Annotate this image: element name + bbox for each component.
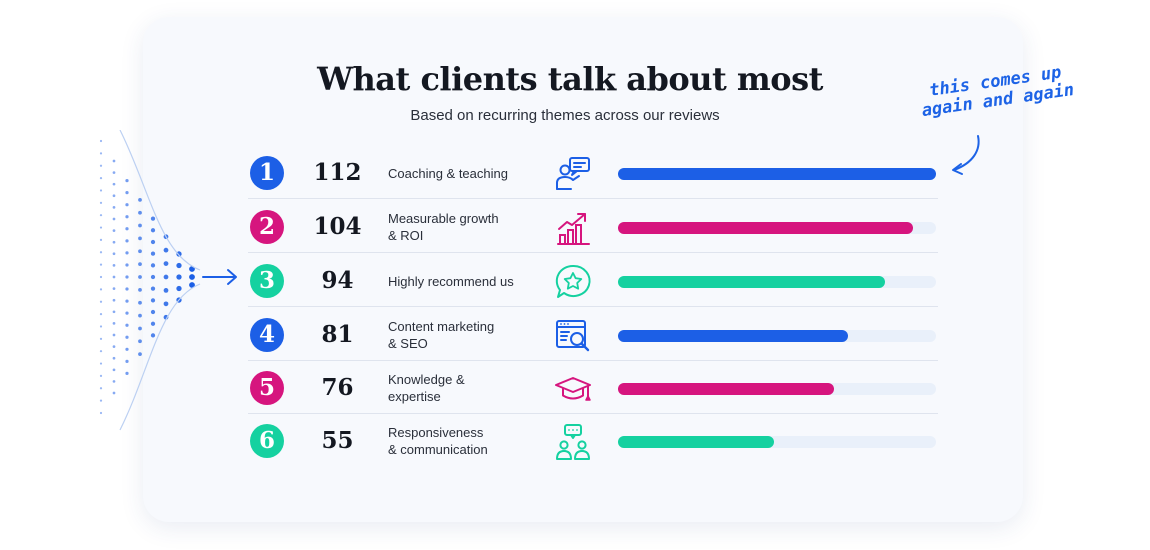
bar-row: 3 94 Highly recommend us (248, 254, 938, 308)
bar-row: 6 55 Responsiveness & communication (248, 414, 938, 466)
data-label: 55 (321, 427, 354, 454)
bar-track (618, 168, 936, 180)
funnel-dots-decoration (99, 130, 237, 431)
rank-badge: 1 (250, 156, 284, 190)
bar-row: 4 81 Content marketing & SEO (248, 308, 938, 362)
bar-track (618, 436, 936, 448)
bar-row: 5 76 Knowledge & expertise (248, 361, 938, 415)
seo-search-icon (554, 317, 592, 355)
star-chat-icon (554, 263, 592, 301)
category-label-text: Content marketing & SEO (388, 319, 495, 351)
row-divider (248, 413, 938, 414)
bar (618, 276, 885, 288)
row-divider (248, 306, 938, 307)
bar (618, 436, 775, 448)
growth-chart-icon (554, 209, 592, 247)
coaching-icon (554, 155, 592, 193)
bar (618, 222, 914, 234)
category-label: Responsiveness & communication (388, 414, 528, 468)
category-label: Coaching & teaching (388, 146, 528, 200)
category-label-text: Responsiveness & communication (388, 425, 488, 457)
category-label: Content marketing & SEO (388, 308, 528, 362)
bar-track (618, 276, 936, 288)
category-label: Measurable growth & ROI (388, 200, 528, 254)
rank-badge: 6 (250, 424, 284, 458)
data-label: 76 (321, 374, 354, 401)
annotation-arrow-icon (952, 135, 980, 175)
bar-track (618, 330, 936, 342)
chart-title: What clients talk about most (317, 60, 823, 98)
row-divider (248, 252, 938, 253)
category-label: Knowledge & expertise (388, 361, 528, 415)
data-label: 94 (321, 267, 354, 294)
category-label-text: Coaching & teaching (388, 165, 508, 181)
bar (618, 383, 834, 395)
bar (618, 330, 848, 342)
bar-track (618, 383, 936, 395)
rank-badge: 3 (250, 264, 284, 298)
chart-subtitle: Based on recurring themes across our rev… (410, 107, 720, 124)
data-label: 112 (313, 159, 362, 186)
row-divider (248, 198, 938, 199)
rank-badge: 4 (250, 318, 284, 352)
rank-badge: 5 (250, 371, 284, 405)
data-label: 81 (321, 321, 354, 348)
category-label-text: Knowledge & expertise (388, 372, 465, 404)
rank-badge: 2 (250, 210, 284, 244)
bar-row: 1 112 Coaching & teaching (248, 146, 938, 200)
graduation-cap-icon (554, 370, 592, 408)
bar-track (618, 222, 936, 234)
category-label-text: Highly recommend us (388, 273, 514, 289)
category-label-text: Measurable growth & ROI (388, 211, 499, 243)
bar-row: 2 104 Measurable growth & ROI (248, 200, 938, 254)
row-divider (248, 360, 938, 361)
bar (618, 168, 936, 180)
team-chat-icon (554, 423, 592, 461)
data-label: 104 (313, 213, 362, 240)
category-label: Highly recommend us (388, 254, 528, 308)
